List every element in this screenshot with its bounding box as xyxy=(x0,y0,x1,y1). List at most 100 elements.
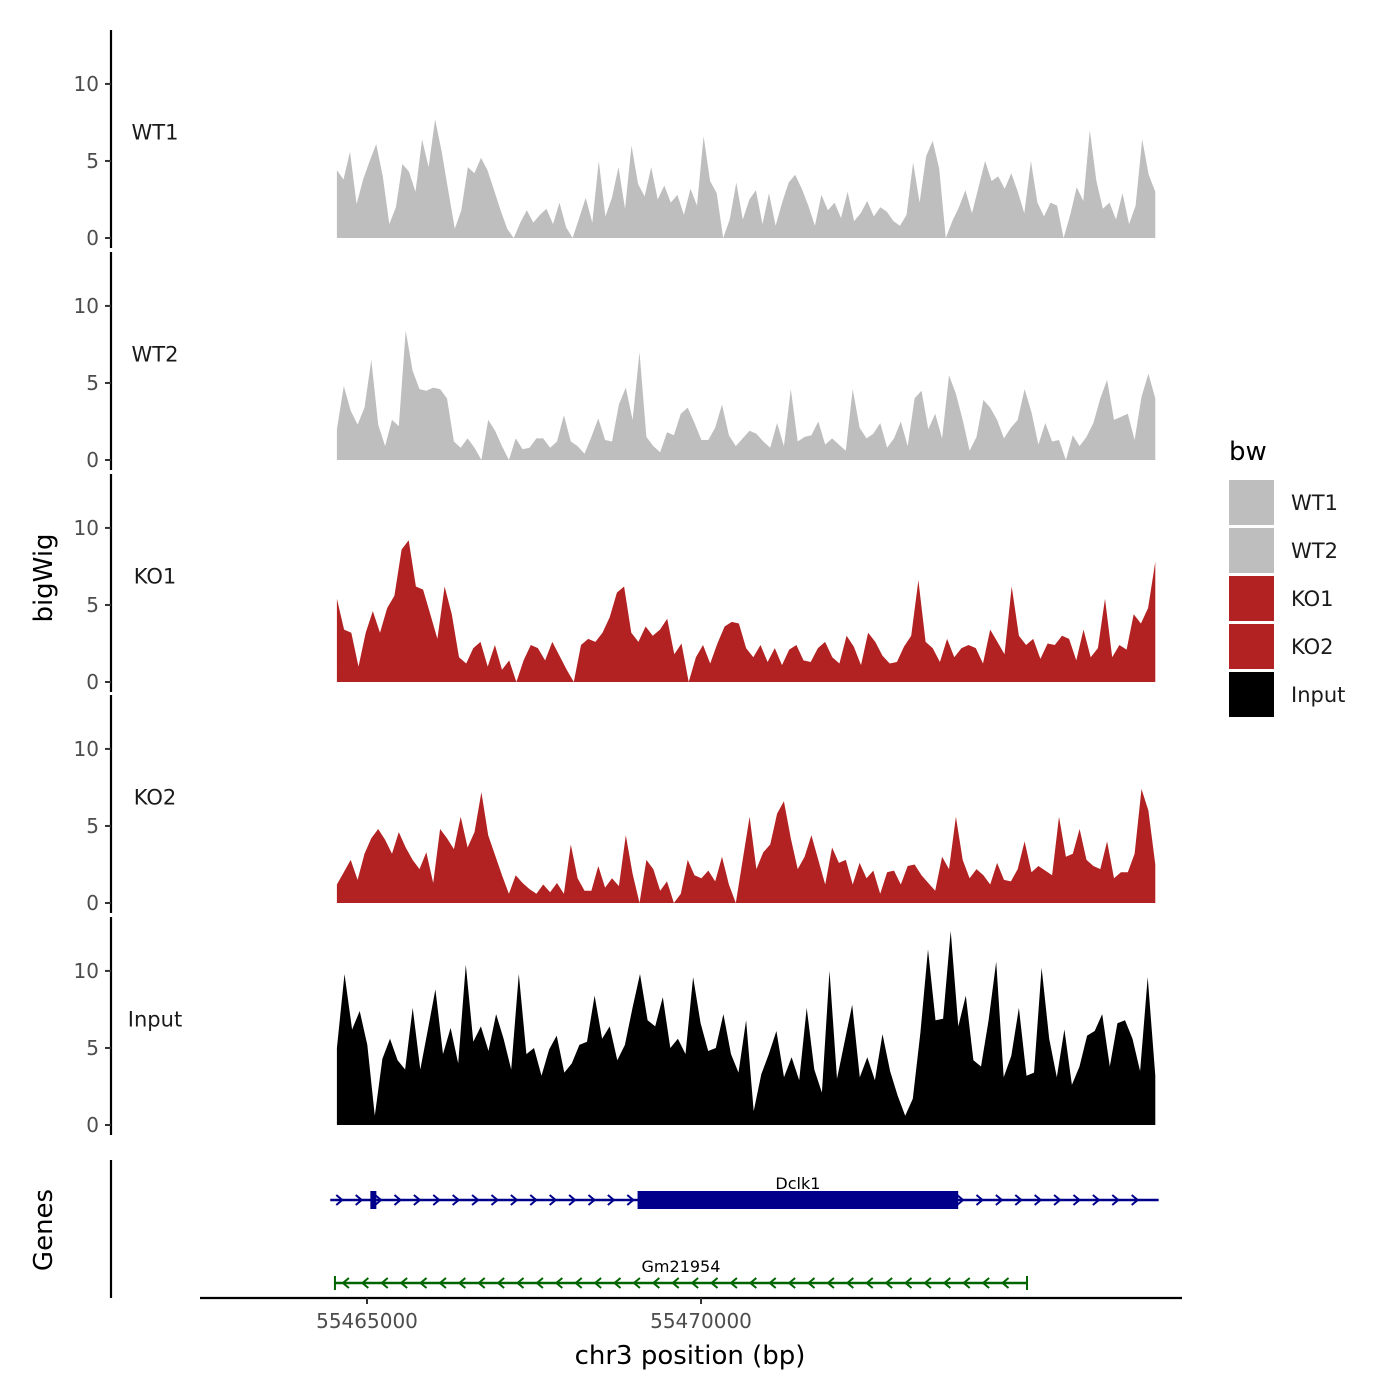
strand-arrow xyxy=(413,1194,422,1206)
strand-arrow xyxy=(355,1194,364,1206)
track-ko2: 0 5 10 KO2 xyxy=(74,695,1156,915)
y-axis-title: bigWig xyxy=(29,533,59,622)
gene-cds xyxy=(637,1191,959,1209)
strand-arrow xyxy=(626,1194,635,1206)
y-tick-label: 10 xyxy=(74,737,99,761)
strand-arrow xyxy=(418,1277,428,1289)
strand-arrow xyxy=(510,1194,519,1206)
strand-arrow xyxy=(1053,1194,1062,1206)
coverage-area-ko1 xyxy=(336,540,1156,682)
gene-label: Gm21954 xyxy=(642,1257,721,1276)
strand-arrow xyxy=(515,1277,525,1289)
strand-arrow xyxy=(593,1277,602,1289)
legend: bw WT1 WT2 KO1 KO2 Input xyxy=(1229,437,1345,717)
track-wt2: 0 5 10 WT2 xyxy=(74,252,1156,472)
strand-arrow xyxy=(457,1277,466,1289)
legend-swatch-ko1 xyxy=(1229,576,1274,621)
strand-arrow xyxy=(432,1194,441,1206)
track-ko1: 0 5 10 KO1 xyxy=(74,474,1156,694)
strand-arrow xyxy=(1111,1194,1120,1206)
y-tick-label: 0 xyxy=(86,891,99,915)
strand-arrow xyxy=(826,1277,835,1289)
strand-arrow xyxy=(374,1194,383,1206)
strand-arrow xyxy=(360,1277,369,1289)
x-axis: 55465000 55470000 xyxy=(200,1296,1182,1333)
legend-swatch-input xyxy=(1229,672,1274,717)
strand-arrow xyxy=(490,1194,500,1206)
gene-dclk1: Dclk1 xyxy=(330,1174,1159,1209)
legend-swatch-ko2 xyxy=(1229,624,1274,669)
track-label: WT1 xyxy=(132,120,179,144)
y-tick-label: 10 xyxy=(74,959,99,983)
y-tick-label: 5 xyxy=(86,814,99,838)
strand-arrow xyxy=(452,1194,461,1206)
strand-arrow xyxy=(884,1277,893,1289)
strand-arrow xyxy=(529,1194,538,1206)
x-tick-label: 55465000 xyxy=(316,1309,418,1333)
strand-arrow xyxy=(1014,1194,1023,1206)
coverage-area-ko2 xyxy=(336,789,1156,903)
strand-arrow xyxy=(612,1277,622,1289)
strand-arrow xyxy=(1072,1194,1082,1206)
legend-swatch-wt1 xyxy=(1229,480,1274,525)
strand-arrow xyxy=(942,1277,951,1289)
y-tick-label: 10 xyxy=(74,294,99,318)
strand-arrow xyxy=(975,1194,985,1206)
strand-arrow xyxy=(554,1277,563,1289)
y-tick-label: 0 xyxy=(86,226,99,250)
legend-label-input: Input xyxy=(1291,683,1345,707)
strand-arrow xyxy=(549,1194,558,1206)
strand-arrow xyxy=(1092,1194,1101,1206)
strand-arrow xyxy=(380,1277,389,1289)
y-tick-label: 10 xyxy=(74,72,99,96)
legend-swatch-wt2 xyxy=(1229,528,1274,573)
strand-arrow xyxy=(962,1277,971,1289)
y-tick-label: 5 xyxy=(86,149,99,173)
x-tick-label: 55470000 xyxy=(650,1309,752,1333)
y-tick-label: 5 xyxy=(86,371,99,395)
gene-label: Dclk1 xyxy=(775,1174,820,1193)
strand-arrow xyxy=(1000,1277,1010,1289)
track-wt1: 0 5 10 WT1 xyxy=(74,30,1156,250)
y-tick-label: 10 xyxy=(74,516,99,540)
strand-arrow xyxy=(729,1277,738,1289)
strand-arrow xyxy=(768,1277,777,1289)
strand-arrow xyxy=(568,1194,577,1206)
strand-arrow xyxy=(956,1194,965,1206)
y-tick-label: 0 xyxy=(86,670,99,694)
y-tick-label: 5 xyxy=(86,593,99,617)
strand-arrow xyxy=(341,1277,350,1289)
y-tick-label: 0 xyxy=(86,1113,99,1137)
strand-arrow xyxy=(535,1277,544,1289)
gene-exon xyxy=(370,1191,377,1209)
y-tick-label: 0 xyxy=(86,448,99,472)
legend-label-wt1: WT1 xyxy=(1291,491,1338,515)
strand-arrow xyxy=(845,1277,854,1289)
genes-axis-title: Genes xyxy=(29,1189,59,1271)
strand-arrow xyxy=(393,1194,403,1206)
strand-arrow xyxy=(865,1277,874,1289)
strand-arrow xyxy=(496,1277,505,1289)
strand-arrow xyxy=(671,1277,680,1289)
strand-arrow xyxy=(806,1277,816,1289)
strand-arrow xyxy=(709,1277,719,1289)
strand-arrow xyxy=(477,1277,486,1289)
strand-arrow xyxy=(632,1277,641,1289)
coverage-area-input xyxy=(336,930,1156,1125)
x-axis-title: chr3 position (bp) xyxy=(575,1341,806,1371)
strand-arrow xyxy=(399,1277,408,1289)
gene-gm21954: Gm21954 xyxy=(333,1257,1029,1290)
strand-arrow xyxy=(1034,1194,1043,1206)
coverage-area-wt1 xyxy=(336,119,1156,238)
strand-arrow xyxy=(981,1277,990,1289)
strand-arrow xyxy=(923,1277,932,1289)
gene-track: Dclk1 Gm21954 xyxy=(109,1160,1159,1298)
coverage-tracks: 0 5 10 WT1 0 5 10 WT2 0 5 10 KO1 0 5 10 KO2 0 5 10 Input xyxy=(74,30,1156,1137)
track-label: Input xyxy=(128,1007,182,1031)
strand-arrow xyxy=(438,1277,447,1289)
legend-label-ko1: KO1 xyxy=(1291,587,1334,611)
strand-arrow xyxy=(607,1194,616,1206)
coverage-area-wt2 xyxy=(336,330,1156,460)
strand-arrow xyxy=(651,1277,660,1289)
